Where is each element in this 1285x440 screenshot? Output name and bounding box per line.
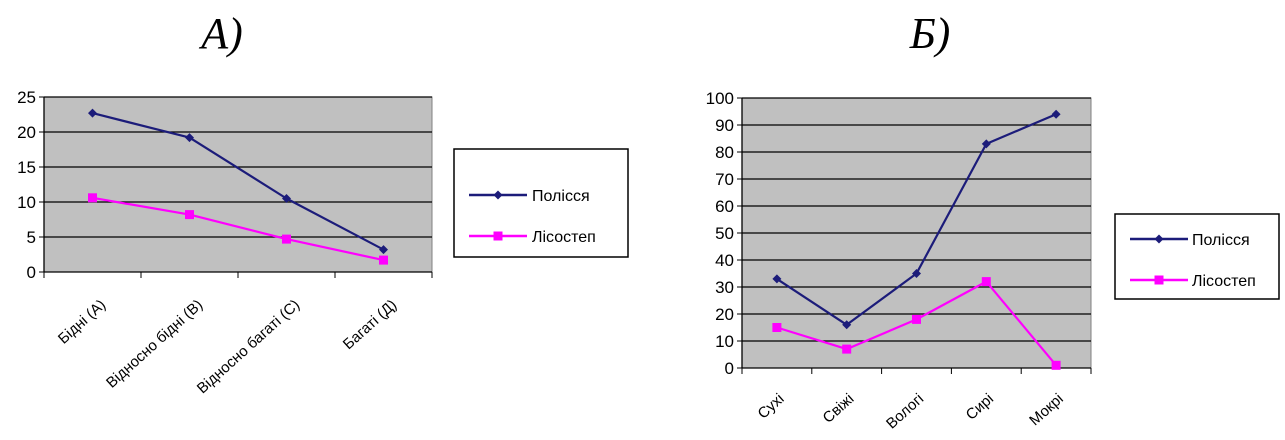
- chart-a-series: [88, 108, 388, 265]
- chart-b-y-tick-labels: 0 10 20 30 40 50 60 70 80 90 100: [706, 89, 734, 378]
- chart-a-x-tick-label-2: Відносно багаті (С): [194, 296, 303, 397]
- chart-a-x-tick-labels: Бідні (А)Відносно бідні (В)Відносно бага…: [55, 296, 400, 397]
- chart-b-series-polissia-point-0: [772, 274, 782, 284]
- chart-a-series-polissia-point-1: [185, 133, 194, 143]
- chart-b-y-tick-label-90: 90: [715, 116, 734, 135]
- chart-a-panel-label: А): [198, 9, 243, 58]
- chart-b-series: [772, 109, 1061, 370]
- chart-b-series-lisostep-point-2: [912, 314, 921, 324]
- chart-b-y-tick-label-50: 50: [715, 224, 734, 243]
- chart-b-legend-label-polissia: Полісся: [1192, 232, 1250, 249]
- chart-a-series-polissia-point-2: [282, 194, 291, 203]
- chart-a-y-tick-label-0: 0: [27, 263, 36, 282]
- chart-b-series-lisostep-point-1: [842, 344, 852, 354]
- chart-b-legend-marker-lisostep: [1154, 275, 1164, 285]
- chart-b-x-tick-label-3: Сирі: [963, 390, 997, 423]
- chart-a-plot-area: [43, 96, 433, 273]
- chart-a-y-tick-label-20: 20: [17, 123, 36, 142]
- chart-a-y-tick-label-15: 15: [17, 158, 36, 177]
- chart-a-y-tick-labels: 0 5 10 15 20 25: [17, 88, 36, 282]
- chart-b-x-tick-label-4: Мокрі: [1026, 390, 1067, 429]
- chart-a-series-lisostep-line: [92, 196, 384, 262]
- chart-b-x-tick-label-0: Сухі: [755, 390, 788, 422]
- chart-b-legend-items: Полісся Лісостеп: [1130, 232, 1256, 290]
- chart-a-y-tick-label-5: 5: [27, 228, 36, 247]
- chart-b-series-polissia-point-3: [981, 139, 991, 149]
- chart-a-legend-marker-polissia: [493, 190, 503, 200]
- chart-b-gridlines: [742, 97, 1091, 342]
- chart-a-series-polissia-line: [92, 112, 385, 251]
- chart-a-series-lisostep-point-1: [185, 210, 194, 220]
- chart-b-series-polissia-point-1: [842, 320, 852, 330]
- chart-a-y-tick-label-10: 10: [17, 193, 36, 212]
- chart-b-legend: Полісся Лісостеп: [1114, 213, 1280, 300]
- chart-b-y-tick-label-30: 30: [715, 278, 734, 297]
- chart-b-series-lisostep-point-0: [772, 323, 782, 332]
- chart-b-series-polissia: [772, 109, 1061, 330]
- chart-b-x-tick-labels: Сухі Свіжі Вологі Сирі Мокрі: [755, 390, 1067, 432]
- chart-b-x-tick-label-2: Вологі: [883, 390, 927, 432]
- chart-a-y-tick-label-25: 25: [17, 88, 36, 107]
- chart-a-series-polissia-point-0: [88, 108, 97, 118]
- chart-b-y-tick-label-0: 0: [725, 359, 734, 378]
- chart-a-x-tick-label-3: Багаті (Д): [340, 296, 400, 353]
- chart-b-series-polissia-point-2: [912, 269, 921, 278]
- chart-a-legend-label-polissia: Полісся: [532, 188, 590, 205]
- chart-a-legend-label-lisostep: Лісостеп: [532, 229, 596, 246]
- chart-a-legend-marker-lisostep: [493, 231, 503, 241]
- chart-a-series-lisostep-point-3: [379, 255, 388, 265]
- chart-b-y-tick-label-70: 70: [715, 170, 734, 189]
- chart-b-series-lisostep-point-3: [981, 277, 991, 287]
- chart-b-y-tick-label-60: 60: [715, 197, 734, 216]
- chart-a-legend-items: Полісся Лісостеп: [469, 188, 596, 246]
- chart-b-x-tick-label-1: Свіжі: [820, 390, 858, 426]
- chart-a-legend: Полісся Лісостеп: [453, 148, 629, 258]
- chart-a-series-polissia: [88, 108, 388, 255]
- chart-b-legend-marker-polissia: [1154, 234, 1164, 244]
- chart-b-panel-label: Б): [909, 9, 951, 58]
- chart-b-series-lisostep: [772, 277, 1061, 370]
- chart-a-legend-box: [453, 148, 629, 258]
- chart-b-y-tick-label-40: 40: [715, 251, 734, 270]
- chart-b-y-tick-label-80: 80: [715, 143, 734, 162]
- chart-b-y-tick-label-20: 20: [715, 305, 734, 324]
- chart-a-axes: [39, 96, 433, 278]
- chart-b-legend-box: [1114, 213, 1280, 300]
- chart-a-series-lisostep-point-0: [88, 193, 97, 203]
- chart-b-series-polissia-point-4: [1051, 109, 1061, 119]
- chart-b-axes: [737, 97, 1092, 374]
- chart-a-series-lisostep-point-2: [282, 234, 291, 244]
- chart-a-x-tick-label-0: Бідні (А): [55, 296, 109, 347]
- chart-a-x-tick-label-1: Відносно бідні (В): [103, 296, 206, 391]
- chart-b-legend-label-lisostep: Лісостеп: [1192, 273, 1256, 290]
- chart-b: Б) 0 10 20 30 40 50 60 70 80 90 100 Сухі Свіжі Волог…: [706, 9, 1280, 432]
- chart-b-y-tick-label-10: 10: [715, 332, 734, 351]
- chart-a-series-lisostep: [88, 193, 388, 265]
- chart-b-series-lisostep-point-4: [1051, 360, 1061, 370]
- chart-a: А) 0 5 10 15 20 25 Бідні (А)Відносно бідні (В…: [17, 9, 629, 397]
- chart-a-series-polissia-point-3: [379, 245, 388, 255]
- chart-b-y-tick-label-100: 100: [706, 89, 734, 108]
